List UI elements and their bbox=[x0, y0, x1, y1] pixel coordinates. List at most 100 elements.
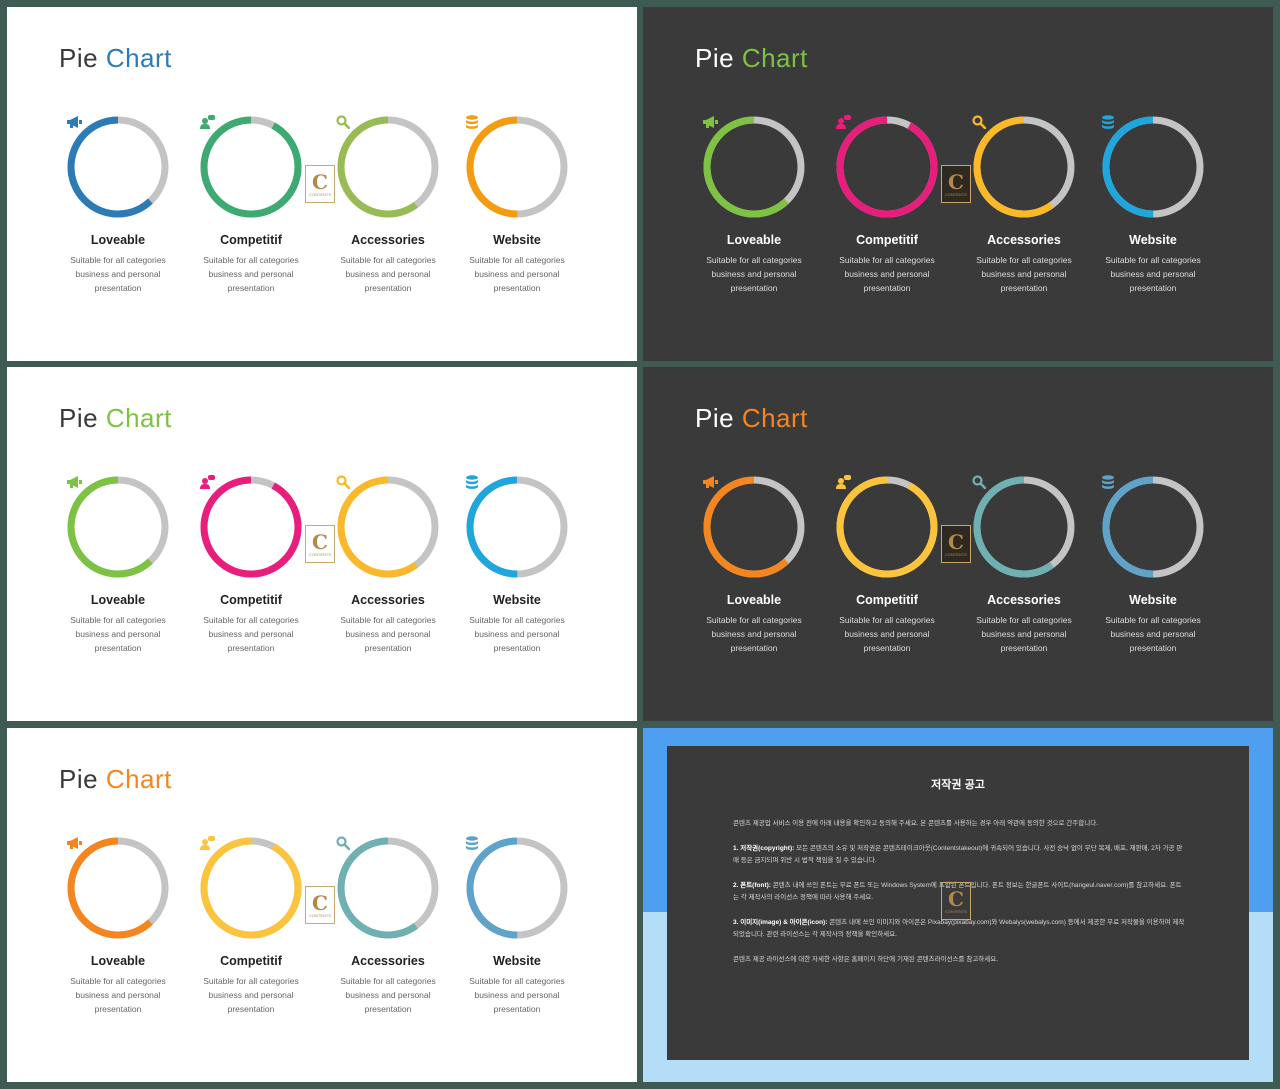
item-description: Suitable for all categories business and… bbox=[70, 255, 166, 293]
donut-ring bbox=[1101, 475, 1205, 579]
notice-copyright-heading: 1. 저작권(copyright): bbox=[733, 845, 795, 852]
notice-image-paragraph: 3. 이미지(image) & 아이콘(icon): 콘텐츠 내에 쓰인 이미지… bbox=[733, 917, 1185, 941]
item-label: Accessories bbox=[987, 593, 1061, 607]
item-description: Suitable for all categories business and… bbox=[340, 615, 436, 653]
donut-ring bbox=[1101, 115, 1205, 219]
donut-chart bbox=[200, 837, 302, 939]
pie-chart-slide: Pie Chart Loveable Suitable for all cate… bbox=[7, 7, 637, 361]
contents-logo: C CONTENTS bbox=[305, 886, 335, 924]
user-chat-icon bbox=[199, 836, 303, 940]
item-label: Accessories bbox=[351, 233, 425, 247]
donut-chart bbox=[703, 116, 805, 218]
donut-value-arc bbox=[973, 116, 1075, 218]
donut-value-arc bbox=[200, 116, 302, 218]
pie-item-accessories: Accessories Suitable for all categories … bbox=[964, 475, 1084, 655]
donut-ring bbox=[835, 115, 939, 219]
slide-title: Pie Chart bbox=[59, 43, 172, 74]
donut-value-arc bbox=[67, 116, 169, 218]
slide-title: Pie Chart bbox=[59, 403, 172, 434]
user-chat-icon bbox=[835, 115, 939, 219]
notice-font-paragraph: 2. 폰트(font): 콘텐츠 내에 쓰인 폰트는 무료 폰트 또는 Wind… bbox=[733, 880, 1185, 904]
donut-value-arc bbox=[703, 116, 805, 218]
donut-chart bbox=[466, 476, 568, 578]
pie-item-accessories: Accessories Suitable for all categories … bbox=[328, 475, 448, 655]
notice-outro: 콘텐츠 제공 라이선스에 대한 자세한 사항은 홈페이지 하단에 기재된 콘텐츠… bbox=[733, 956, 999, 963]
megaphone-icon bbox=[66, 836, 170, 940]
search-icon bbox=[336, 475, 440, 579]
notice-font-heading: 2. 폰트(font): bbox=[733, 882, 771, 889]
title-word-chart: Chart bbox=[741, 43, 808, 73]
donut-ring bbox=[835, 475, 939, 579]
item-description: Suitable for all categories business and… bbox=[839, 615, 935, 653]
donut-chart bbox=[973, 476, 1075, 578]
donut-ring bbox=[336, 475, 440, 579]
pie-item-competitif: Competitif Suitable for all categories b… bbox=[191, 115, 311, 295]
notice-title: 저작권 공고 bbox=[931, 779, 985, 791]
item-label: Competitif bbox=[220, 593, 282, 607]
item-label: Loveable bbox=[726, 233, 782, 247]
donut-ring bbox=[702, 115, 806, 219]
pie-item-website: Website Suitable for all categories busi… bbox=[457, 475, 577, 655]
pie-item-accessories: Accessories Suitable for all categories … bbox=[328, 836, 448, 1016]
donut-value-arc bbox=[337, 476, 439, 578]
donut-chart bbox=[1102, 116, 1204, 218]
user-chat-icon bbox=[199, 475, 303, 579]
copyright-slide: 저작권 공고 콘텐츠 제공업 서비스 이용 전에 아래 내용을 확인하고 동의해… bbox=[643, 728, 1273, 1082]
donut-ring bbox=[199, 836, 303, 940]
title-word-pie: Pie bbox=[695, 403, 735, 433]
search-icon bbox=[336, 836, 440, 940]
donut-chart bbox=[703, 476, 805, 578]
title-word-chart: Chart bbox=[105, 764, 172, 794]
donut-ring bbox=[66, 115, 170, 219]
pie-item-loveable: Loveable Suitable for all categories bus… bbox=[694, 115, 814, 295]
donut-value-arc bbox=[703, 476, 805, 578]
item-label: Accessories bbox=[987, 233, 1061, 247]
contents-logo: C CONTENTS bbox=[941, 165, 971, 203]
item-description: Suitable for all categories business and… bbox=[469, 255, 565, 293]
item-label: Accessories bbox=[351, 954, 425, 968]
item-label: Website bbox=[493, 593, 541, 607]
donut-chart bbox=[200, 116, 302, 218]
donut-value-arc bbox=[1102, 476, 1204, 578]
item-label: Website bbox=[493, 954, 541, 968]
donut-chart bbox=[836, 476, 938, 578]
item-description: Suitable for all categories business and… bbox=[70, 976, 166, 1014]
pie-item-website: Website Suitable for all categories busi… bbox=[1093, 115, 1213, 295]
donut-chart bbox=[337, 837, 439, 939]
notice-image-heading: 3. 이미지(image) & 아이콘(icon): bbox=[733, 919, 828, 926]
item-description: Suitable for all categories business and… bbox=[976, 255, 1072, 293]
pie-item-competitif: Competitif Suitable for all categories b… bbox=[191, 475, 311, 655]
donut-ring bbox=[199, 115, 303, 219]
donut-value-arc bbox=[67, 476, 169, 578]
item-description: Suitable for all categories business and… bbox=[1105, 255, 1201, 293]
contents-logo: C CONTENTS bbox=[941, 525, 971, 563]
pie-chart-slide: Pie Chart Loveable Suitable for all cate… bbox=[7, 728, 637, 1082]
pie-item-accessories: Accessories Suitable for all categories … bbox=[328, 115, 448, 295]
donut-chart bbox=[67, 116, 169, 218]
donut-chart bbox=[466, 116, 568, 218]
item-label: Website bbox=[1129, 593, 1177, 607]
donut-chart bbox=[1102, 476, 1204, 578]
item-label: Competitif bbox=[856, 233, 918, 247]
contents-logo: C CONTENTS bbox=[305, 165, 335, 203]
donut-value-arc bbox=[200, 837, 302, 939]
database-icon bbox=[465, 836, 569, 940]
donut-ring bbox=[465, 115, 569, 219]
donut-value-arc bbox=[337, 837, 439, 939]
copyright-notice-panel: 저작권 공고 콘텐츠 제공업 서비스 이용 전에 아래 내용을 확인하고 동의해… bbox=[667, 746, 1249, 1060]
item-description: Suitable for all categories business and… bbox=[340, 255, 436, 293]
donut-ring bbox=[972, 115, 1076, 219]
donut-value-arc bbox=[337, 116, 439, 218]
item-description: Suitable for all categories business and… bbox=[1105, 615, 1201, 653]
donut-chart bbox=[67, 837, 169, 939]
database-icon bbox=[1101, 115, 1205, 219]
item-description: Suitable for all categories business and… bbox=[203, 976, 299, 1014]
item-description: Suitable for all categories business and… bbox=[976, 615, 1072, 653]
search-icon bbox=[972, 115, 1076, 219]
donut-chart bbox=[337, 476, 439, 578]
item-label: Accessories bbox=[351, 593, 425, 607]
item-description: Suitable for all categories business and… bbox=[706, 255, 802, 293]
title-word-pie: Pie bbox=[695, 43, 735, 73]
donut-value-arc bbox=[466, 837, 568, 939]
database-icon bbox=[1101, 475, 1205, 579]
